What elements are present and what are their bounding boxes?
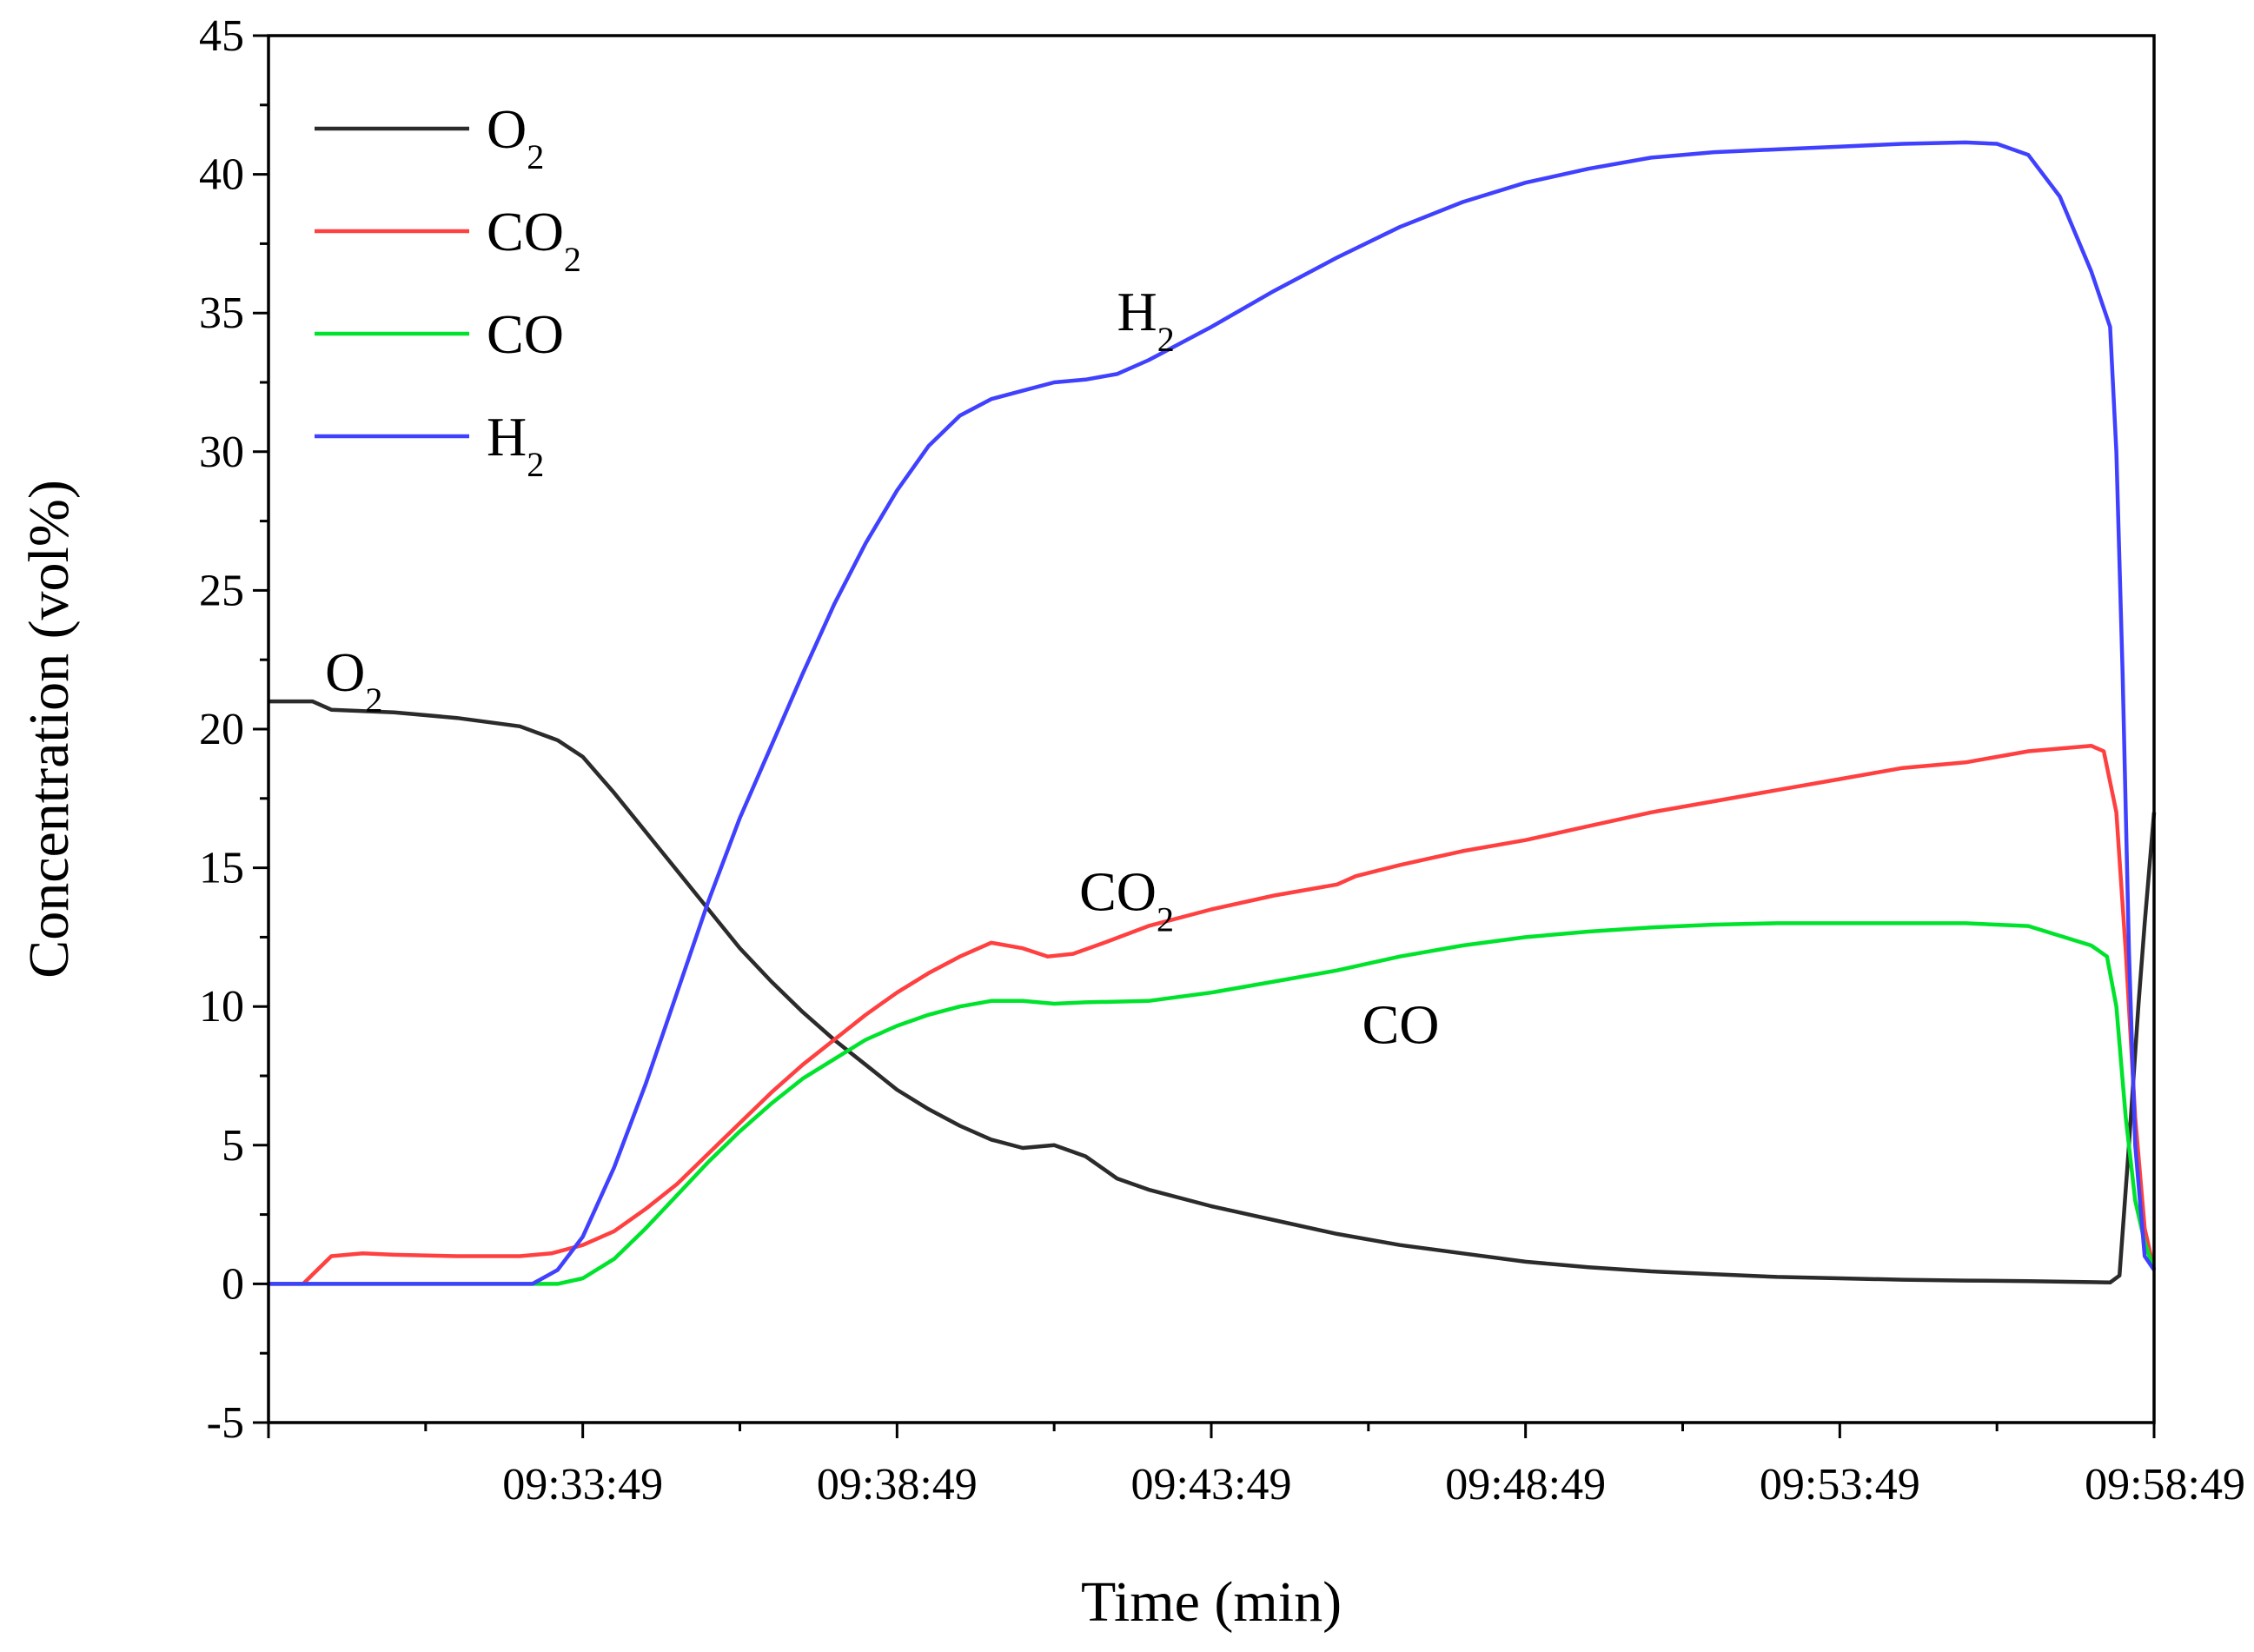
y-tick-label: 40 [199, 150, 244, 200]
annotation-co2: CO2 [1079, 860, 1174, 939]
y-tick-label: 45 [199, 11, 244, 61]
x-axis: 09:33:49 09:38:49 09:43:49 09:48:49 09:53:49… [267, 1423, 2245, 1509]
x-tick-label: 09:53:49 [1760, 1460, 1920, 1509]
y-tick-label: 5 [222, 1121, 244, 1171]
y-tick-label: -5 [207, 1398, 244, 1448]
series-line-o2 [268, 699, 2157, 1285]
legend-label-h2: H2 [487, 406, 544, 484]
y-axis: -5 0 5 10 15 20 25 30 35 40 45 [199, 11, 268, 1448]
y-tick-label: 15 [199, 844, 244, 893]
annotation-co: CO [1362, 994, 1440, 1056]
y-tick-label: 35 [199, 289, 244, 338]
x-tick-label: 09:33:49 [502, 1460, 663, 1509]
x-tick-label: 09:43:49 [1131, 1460, 1292, 1509]
legend-label-o2: O2 [487, 98, 544, 176]
y-tick-label: 30 [199, 428, 244, 477]
series-layer [268, 140, 2157, 1286]
series-line-co [268, 921, 2157, 1286]
y-axis-title: Concentration (vol%) [17, 480, 81, 979]
x-tick-label: 09:38:49 [817, 1460, 978, 1509]
y-tick-label: 20 [199, 705, 244, 754]
series-line-h2 [268, 140, 2156, 1286]
y-tick-label: 0 [222, 1259, 244, 1309]
legend-label-co: CO [487, 303, 564, 365]
x-axis-title: Time (min) [1081, 1570, 1342, 1634]
x-tick-label: 09:48:49 [1445, 1460, 1606, 1509]
legend-label-co2: CO2 [487, 201, 581, 279]
series-line-co2 [268, 743, 2157, 1286]
y-tick-label: 25 [199, 566, 244, 615]
legend: O2 CO2 CO H2 [315, 98, 581, 484]
annotation-o2: O2 [325, 641, 382, 720]
y-tick-label: 10 [199, 982, 244, 1032]
annotation-h2: H2 [1117, 281, 1175, 359]
annotations: O2 CO2 CO H2 [325, 281, 1439, 1055]
x-tick-label: 09:58:49 [2085, 1460, 2245, 1509]
